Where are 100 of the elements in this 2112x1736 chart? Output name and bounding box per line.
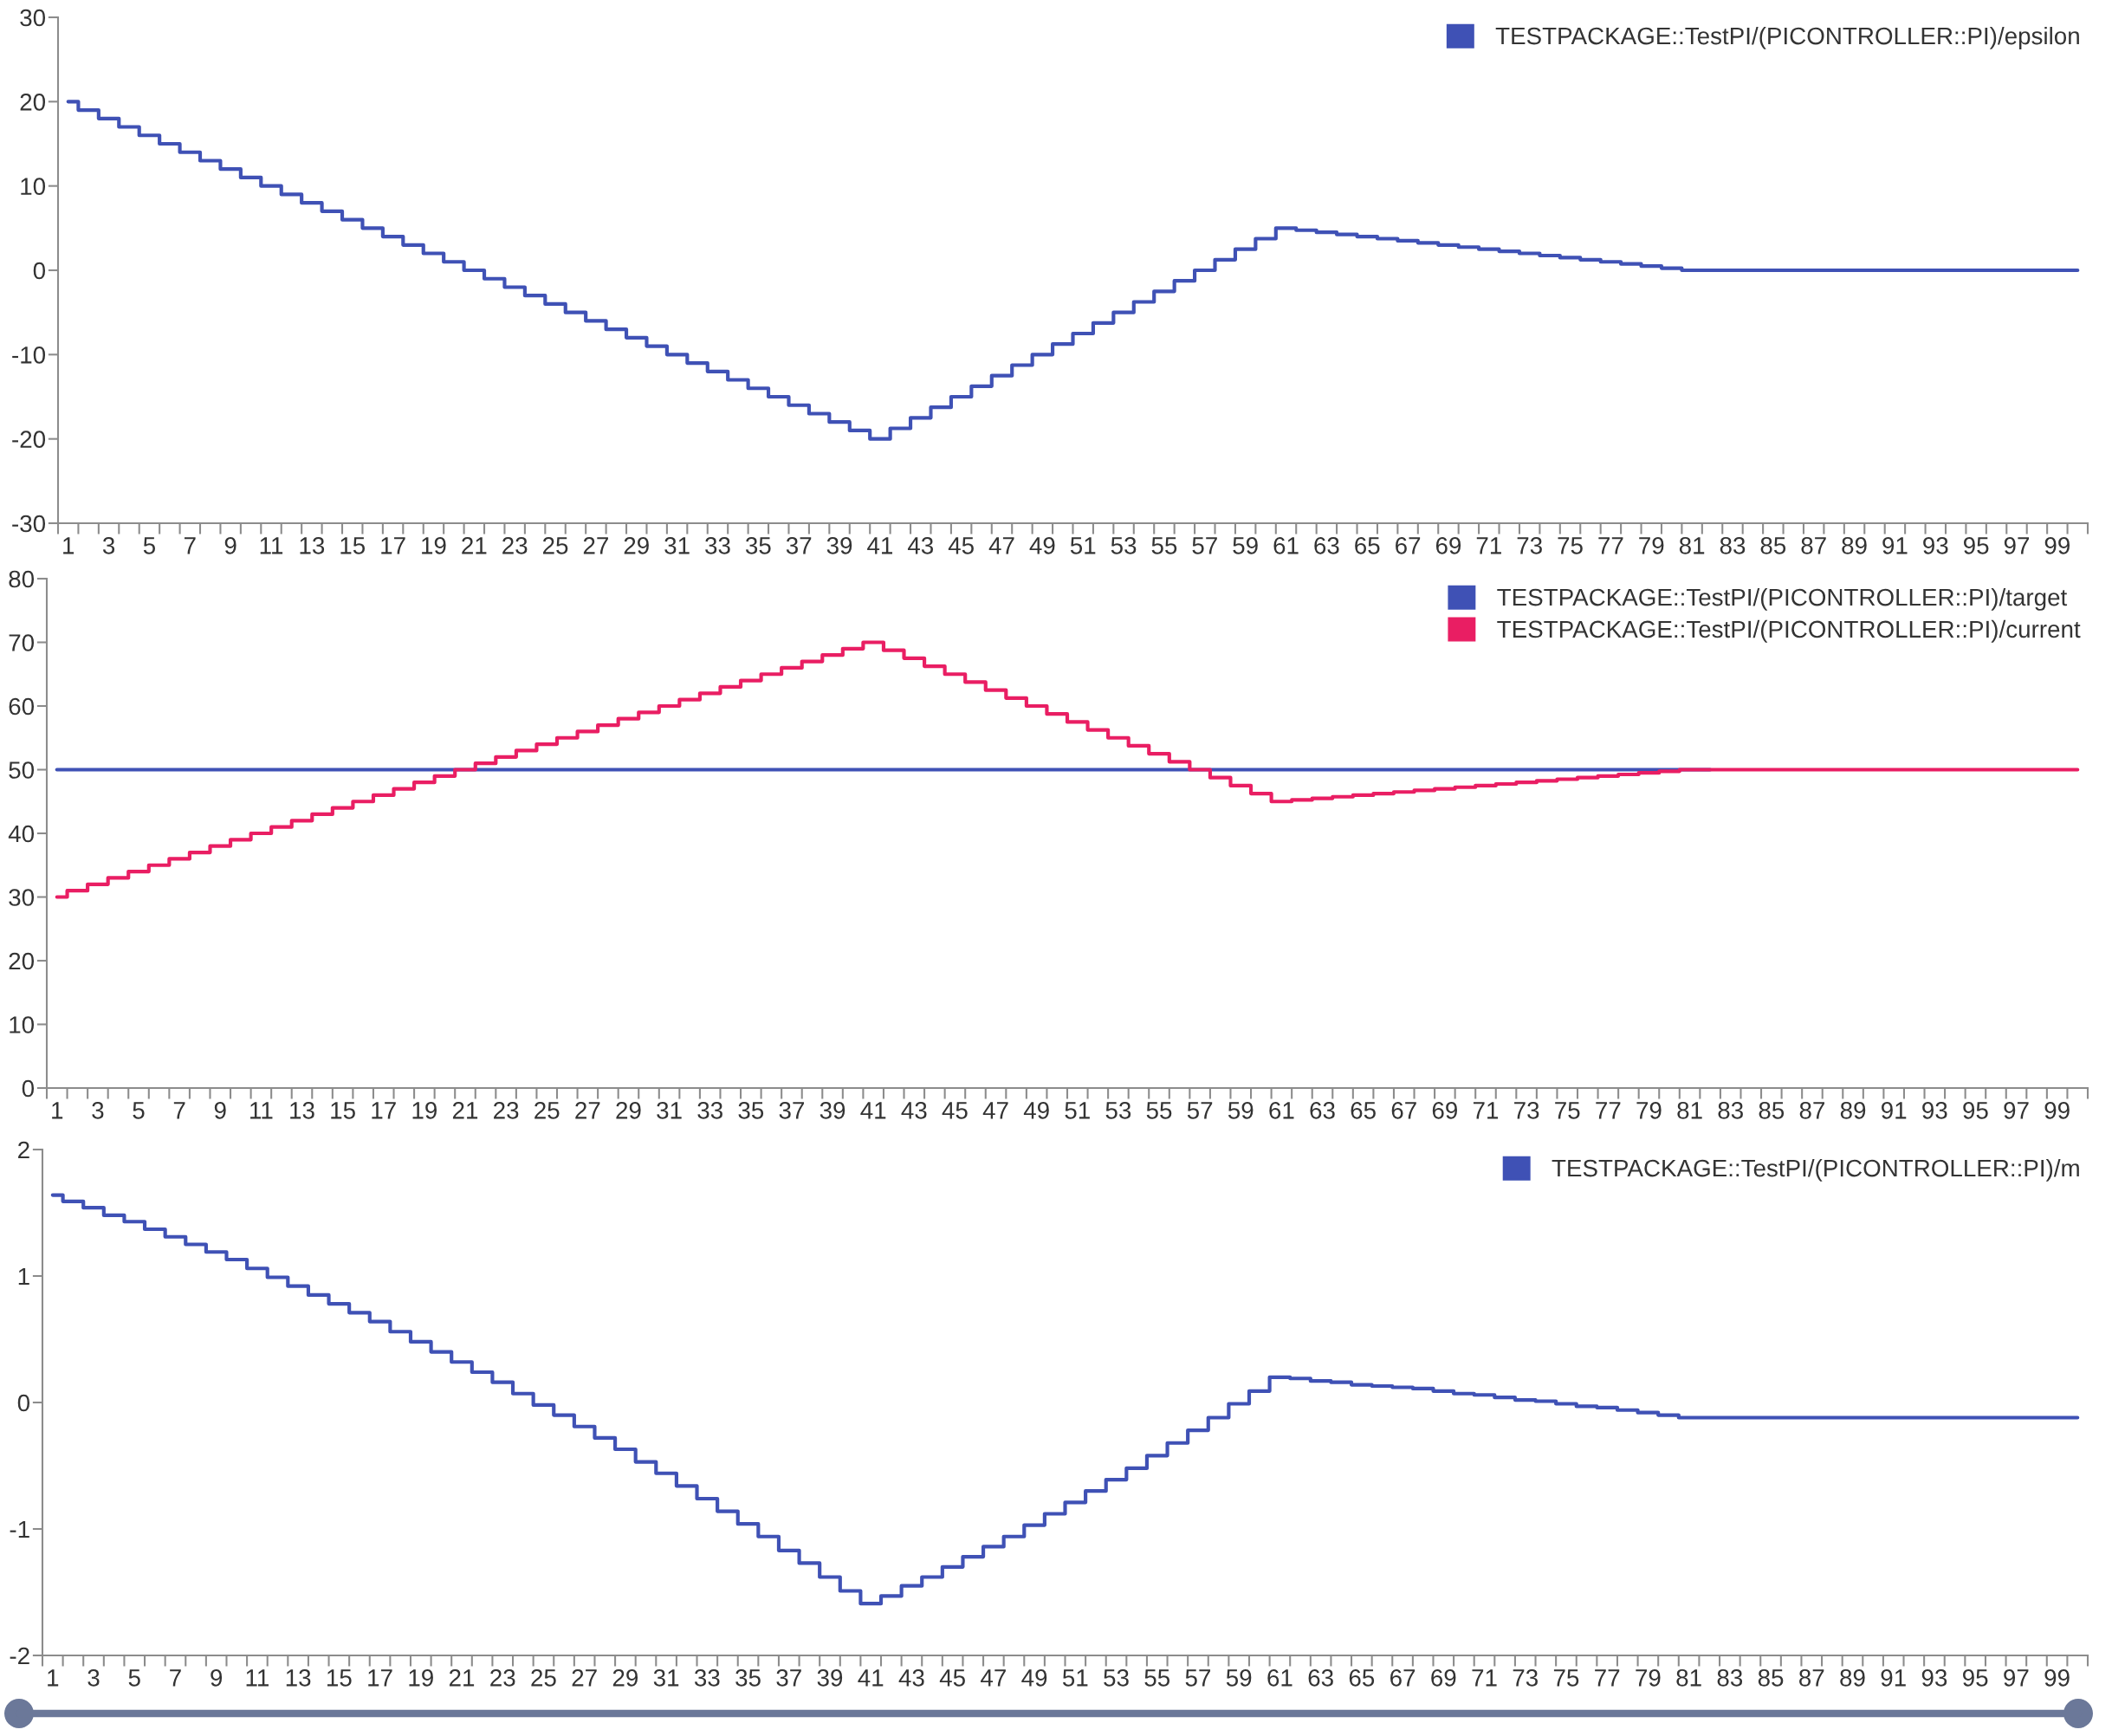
x-tick-label: 91 (1882, 1102, 1907, 1119)
x-tick-label: 65 (1355, 537, 1380, 554)
x-tick-label: 93 (1921, 1669, 1947, 1687)
x-tick-label: 17 (381, 537, 405, 554)
x-tick-label: 7 (170, 1669, 181, 1687)
x-tick-label: 81 (1679, 537, 1705, 554)
y-tick-label: -20 (12, 431, 46, 449)
x-tick-label: 35 (738, 1102, 764, 1119)
x-tick-label: 53 (1104, 1669, 1129, 1687)
y-tick-label: 60 (9, 697, 35, 716)
x-tick-label: 59 (1228, 1102, 1254, 1119)
x-tick-label: 1 (48, 1669, 59, 1687)
legend-label: TESTPACKAGE::TestPI/(PICONTROLLER::PI)/current (1497, 619, 2081, 643)
x-tick-label: 15 (327, 1669, 352, 1687)
x-tick-label: 39 (820, 1102, 845, 1119)
y-tick-label: 0 (22, 1079, 35, 1098)
x-tick-label: 39 (826, 537, 852, 554)
x-tick-label: 77 (1596, 1102, 1621, 1119)
x-tick-label: 85 (1759, 1102, 1785, 1119)
y-tick-label: 20 (20, 94, 46, 111)
x-tick-label: 13 (290, 1102, 314, 1119)
y-tick-label: 70 (9, 634, 35, 651)
y-tick-label: 40 (8, 825, 35, 843)
x-tick-label: 47 (982, 1102, 1008, 1119)
y-tick-label: -30 (12, 515, 46, 533)
x-tick-label: 37 (779, 1102, 804, 1119)
x-tick-label: 21 (449, 1669, 475, 1687)
y-tick-label: -1 (10, 1520, 29, 1538)
x-tick-label: 81 (1676, 1669, 1701, 1687)
x-tick-label: 35 (735, 1669, 761, 1687)
x-tick-label: 97 (2004, 1669, 2029, 1687)
x-tick-label: 93 (1922, 1102, 1947, 1119)
x-tick-label: 25 (542, 537, 568, 554)
x-tick-label: 69 (1435, 537, 1461, 554)
x-tick-label: 37 (786, 537, 812, 554)
x-tick-label: 13 (286, 1669, 311, 1687)
x-tick-label: 95 (1963, 1669, 1988, 1687)
x-tick-label: 79 (1639, 537, 1664, 554)
x-tick-label: 55 (1151, 537, 1177, 554)
x-tick-label: 63 (1310, 1102, 1335, 1119)
x-tick-label: 63 (1314, 537, 1339, 554)
x-tick-label: 81 (1677, 1102, 1702, 1119)
x-tick-label: 89 (1840, 1102, 1866, 1119)
x-tick-label: 11 (260, 537, 283, 554)
x-tick-label: 89 (1840, 1669, 1865, 1687)
x-tick-label: 37 (776, 1669, 801, 1687)
x-tick-label: 9 (224, 537, 236, 554)
x-tick-label: 23 (490, 1669, 515, 1687)
x-tick-label: 71 (1473, 1102, 1499, 1119)
y-tick-label: 0 (33, 262, 46, 280)
x-tick-label: 43 (901, 1102, 927, 1119)
x-tick-label: 15 (340, 537, 366, 554)
x-tick-label: 45 (939, 1669, 965, 1687)
x-tick-label: 83 (1718, 1102, 1743, 1119)
x-tick-label: 5 (133, 1102, 145, 1119)
x-tick-label: 57 (1185, 1669, 1211, 1687)
x-tick-label: 29 (624, 537, 649, 554)
x-tick-label: 7 (185, 537, 196, 554)
x-tick-label: 65 (1351, 1102, 1376, 1119)
x-tick-label: 51 (1065, 1102, 1090, 1119)
x-tick-label: 91 (1882, 537, 1908, 554)
x-tick-label: 21 (452, 1102, 478, 1119)
x-tick-label: 41 (858, 1669, 884, 1687)
legend-label: TESTPACKAGE::TestPI/(PICONTROLLER::PI)/target (1497, 587, 2068, 611)
x-tick-label: 49 (1023, 1102, 1049, 1119)
x-tick-label: 11 (250, 1102, 273, 1119)
x-tick-label: 99 (2044, 537, 2070, 554)
x-tick-label: 45 (942, 1102, 968, 1119)
x-tick-label: 31 (657, 1102, 682, 1119)
x-tick-label: 69 (1431, 1669, 1456, 1687)
x-tick-label: 47 (981, 1669, 1006, 1687)
y-tick-label: 20 (9, 952, 35, 970)
x-tick-label: 47 (988, 537, 1014, 554)
x-tick-label: 69 (1432, 1102, 1457, 1119)
x-tick-label: 27 (572, 1669, 597, 1687)
x-tick-label: 17 (372, 1102, 396, 1119)
y-tick-label: -10 (12, 347, 46, 364)
x-tick-label: 29 (612, 1669, 638, 1687)
x-tick-label: 39 (817, 1669, 843, 1687)
x-tick-label: 57 (1192, 537, 1217, 554)
x-tick-label: 97 (2004, 1102, 2029, 1119)
x-tick-label: 67 (1396, 537, 1421, 554)
y-tick-label: 2 (18, 1141, 29, 1159)
x-tick-label: 45 (948, 537, 974, 554)
x-tick-label: 13 (300, 537, 325, 554)
x-tick-label: 65 (1349, 1669, 1375, 1687)
x-tick-label: 75 (1553, 1669, 1579, 1687)
x-tick-label: 5 (143, 537, 155, 554)
x-tick-label: 71 (1476, 537, 1501, 554)
x-tick-label: 25 (534, 1102, 560, 1119)
x-tick-label: 87 (1799, 1102, 1824, 1119)
x-tick-label: 7 (173, 1102, 185, 1119)
x-tick-label: 87 (1801, 537, 1826, 554)
x-tick-label: 41 (867, 537, 893, 554)
x-tick-label: 79 (1636, 1669, 1661, 1687)
x-tick-label: 35 (745, 537, 771, 554)
y-tick-label: 50 (9, 761, 35, 779)
x-tick-label: 83 (1717, 1669, 1743, 1687)
x-tick-label: 9 (211, 1669, 223, 1687)
x-tick-label: 33 (705, 537, 730, 554)
